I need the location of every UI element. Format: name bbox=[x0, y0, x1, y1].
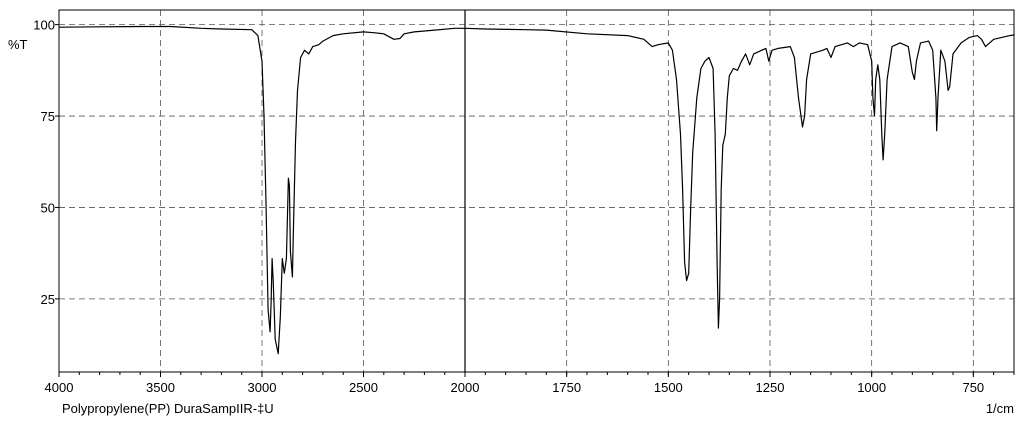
x-tick-label: 1750 bbox=[552, 380, 581, 395]
y-tick-label: 25 bbox=[41, 292, 55, 307]
x-tick-label: 1250 bbox=[756, 380, 785, 395]
grid-layer bbox=[59, 10, 1014, 372]
y-tick-label: 50 bbox=[41, 200, 55, 215]
x-tick-label: 4000 bbox=[45, 380, 74, 395]
y-axis-label: %T bbox=[8, 37, 28, 52]
plot-frame bbox=[58, 9, 1015, 373]
x-tick-label: 3500 bbox=[146, 380, 175, 395]
x-tick-label: 1500 bbox=[654, 380, 683, 395]
spectrum-line bbox=[58, 25, 1015, 355]
x-tick-label: 1000 bbox=[857, 380, 886, 395]
x-tick-label: 2500 bbox=[349, 380, 378, 395]
x-tick-label: 750 bbox=[962, 380, 984, 395]
chart-caption: Polypropylene(PP) DuraSampIIR-‡U bbox=[62, 401, 274, 416]
y-tick-label: 100 bbox=[33, 18, 55, 33]
y-tick-label: 75 bbox=[41, 109, 55, 124]
tick-layer: 100 75 50 25 4000 3500 3000 2500 2000 1750 1500 125… bbox=[33, 18, 1015, 395]
x-tick-label: 2000 bbox=[451, 380, 480, 395]
x-axis-unit-label: 1/cm bbox=[986, 401, 1014, 416]
x-tick-label: 3000 bbox=[248, 380, 277, 395]
